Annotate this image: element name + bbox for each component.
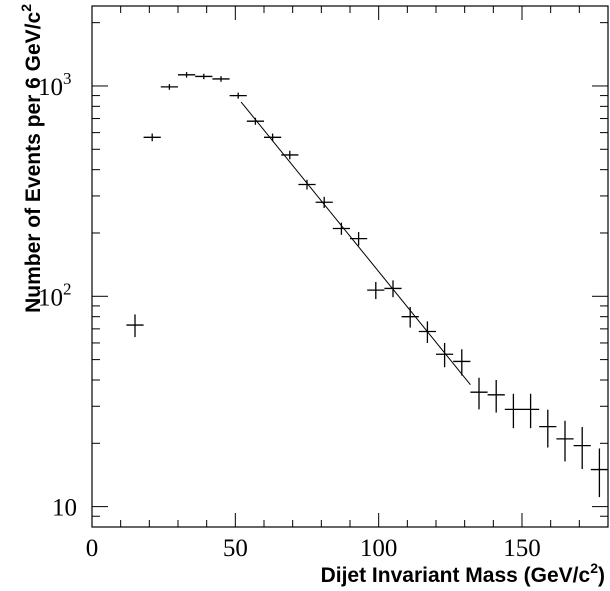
data-point bbox=[143, 133, 161, 142]
data-point bbox=[298, 179, 316, 190]
y-tick-label: 10 bbox=[52, 495, 77, 522]
data-point bbox=[556, 420, 574, 462]
x-axis-title: Dijet Invariant Mass (GeV/c2) bbox=[321, 560, 605, 587]
y-axis: 10 102 103 bbox=[38, 22, 608, 528]
data-point bbox=[178, 72, 196, 78]
data-point bbox=[522, 393, 540, 429]
x-tick-label: 150 bbox=[503, 535, 541, 562]
data-point bbox=[126, 314, 144, 338]
data-point bbox=[332, 222, 350, 235]
data-point bbox=[315, 196, 333, 208]
data-point bbox=[212, 76, 230, 82]
data-point bbox=[195, 73, 213, 80]
y-tick-label: 102 bbox=[38, 279, 72, 311]
data-points bbox=[126, 72, 608, 498]
data-point bbox=[264, 133, 282, 142]
data-point bbox=[160, 84, 178, 90]
data-point bbox=[453, 349, 471, 376]
x-tick-label: 0 bbox=[86, 535, 99, 562]
data-point bbox=[470, 377, 488, 410]
data-point bbox=[504, 393, 522, 429]
x-tick-label: 100 bbox=[360, 535, 398, 562]
y-axis-title: Number of Events per 6 GeV/c2 bbox=[18, 4, 45, 313]
fit-line bbox=[240, 101, 471, 385]
data-point bbox=[590, 448, 608, 498]
data-point bbox=[487, 379, 505, 413]
data-point bbox=[229, 92, 247, 99]
x-axis: 0 50 100 150 bbox=[86, 6, 609, 562]
data-point bbox=[350, 232, 368, 246]
y-tick-label: 103 bbox=[38, 69, 72, 101]
data-point bbox=[436, 342, 454, 368]
data-point bbox=[539, 409, 557, 448]
data-point bbox=[573, 427, 591, 469]
x-tick-label: 50 bbox=[223, 535, 248, 562]
data-point bbox=[367, 281, 385, 300]
